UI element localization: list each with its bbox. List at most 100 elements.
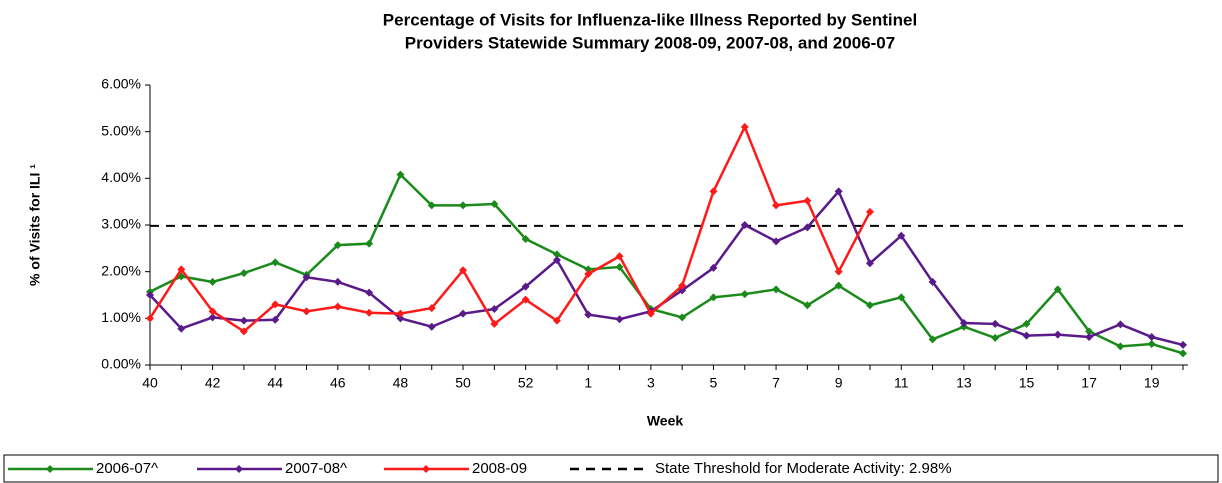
data-point <box>521 235 530 243</box>
chart-title: Percentage of Visits for Influenza-like … <box>383 10 917 29</box>
data-point <box>584 310 593 319</box>
legend-box <box>3 454 1219 483</box>
data-point <box>1022 319 1031 328</box>
data-point <box>490 305 499 313</box>
y-tick-label: 1.00% <box>101 309 141 325</box>
data-point <box>1116 342 1125 351</box>
data-point <box>1085 333 1094 341</box>
data-point <box>396 314 405 323</box>
data-point <box>1147 340 1156 348</box>
data-point <box>678 313 687 322</box>
data-point <box>177 265 186 274</box>
data-point <box>709 263 718 272</box>
data-point <box>615 263 624 271</box>
data-point <box>396 309 405 318</box>
x-tick-label: 52 <box>518 375 534 391</box>
data-point <box>1179 340 1187 349</box>
y-tick-label: 3.00% <box>101 216 141 232</box>
data-point <box>459 266 468 275</box>
data-point <box>427 322 436 331</box>
legend-label: 2008-09 <box>472 460 527 477</box>
data-point <box>239 269 248 278</box>
data-point <box>865 207 874 216</box>
data-point <box>1085 327 1094 336</box>
data-point <box>396 170 405 179</box>
data-point <box>772 285 781 294</box>
y-tick-label: 0.00% <box>101 356 141 372</box>
x-tick-label: 19 <box>1144 375 1160 391</box>
data-point <box>928 335 937 344</box>
data-point <box>333 302 342 311</box>
data-point <box>834 267 843 276</box>
x-tick-label: 46 <box>330 375 346 391</box>
data-point <box>709 293 718 302</box>
legend-marker <box>46 465 54 473</box>
data-point <box>177 324 186 333</box>
x-axis-title: Week <box>647 413 684 429</box>
data-point <box>740 123 749 131</box>
data-point <box>897 293 906 302</box>
data-point <box>615 315 624 324</box>
x-tick-label: 15 <box>1019 375 1035 391</box>
data-point <box>834 187 843 196</box>
y-tick-label: 2.00% <box>101 262 141 278</box>
data-point <box>897 231 906 240</box>
data-point <box>271 258 280 267</box>
data-point <box>1147 333 1156 341</box>
x-tick-label: 9 <box>835 375 843 391</box>
data-point <box>208 307 217 316</box>
data-point <box>678 281 687 290</box>
chart-title: Providers Statewide Summary 2008-09, 200… <box>405 33 895 52</box>
data-point <box>1022 331 1031 340</box>
data-point <box>333 241 342 250</box>
x-tick-label: 5 <box>710 375 718 391</box>
data-point <box>239 316 248 325</box>
data-point <box>271 315 280 324</box>
x-tick-label: 1 <box>584 375 592 391</box>
data-point <box>271 300 280 309</box>
data-point <box>365 239 374 248</box>
legend-label: 2007-08^ <box>285 460 347 477</box>
x-tick-label: 40 <box>142 375 158 391</box>
data-point <box>302 307 311 316</box>
data-point <box>521 295 530 304</box>
data-point <box>146 314 154 323</box>
x-tick-label: 42 <box>205 375 221 391</box>
x-tick-label: 50 <box>455 375 471 391</box>
data-point <box>490 200 499 208</box>
data-point <box>365 308 374 317</box>
y-axis-title: % of Visits for ILI ¹ <box>27 164 43 286</box>
legend-label: 2006-07^ <box>96 460 158 477</box>
data-point <box>865 259 874 268</box>
data-point <box>1053 285 1062 294</box>
data-point <box>239 327 248 336</box>
data-point <box>146 291 154 299</box>
series-line <box>149 172 1184 355</box>
legend-label: State Threshold for Moderate Activity: 2… <box>655 460 952 477</box>
x-tick-label: 48 <box>393 375 409 391</box>
data-point <box>803 196 812 205</box>
data-point <box>740 221 749 229</box>
legend-marker <box>422 465 430 473</box>
x-tick-label: 17 <box>1081 375 1097 391</box>
series-line <box>148 123 872 333</box>
y-tick-label: 6.00% <box>101 76 141 92</box>
legend-marker <box>235 465 243 473</box>
x-tick-label: 3 <box>647 375 655 391</box>
data-point <box>865 301 874 310</box>
data-point <box>302 273 311 282</box>
data-point <box>584 265 593 274</box>
data-point <box>772 201 781 210</box>
data-point <box>333 277 342 286</box>
data-point <box>928 277 937 286</box>
x-tick-label: 44 <box>267 375 283 391</box>
data-point <box>521 282 530 291</box>
data-point <box>208 313 217 322</box>
data-point <box>740 290 749 299</box>
data-point <box>646 309 655 318</box>
x-tick-label: 11 <box>894 375 909 391</box>
data-point <box>803 223 812 232</box>
data-point <box>991 333 1000 342</box>
